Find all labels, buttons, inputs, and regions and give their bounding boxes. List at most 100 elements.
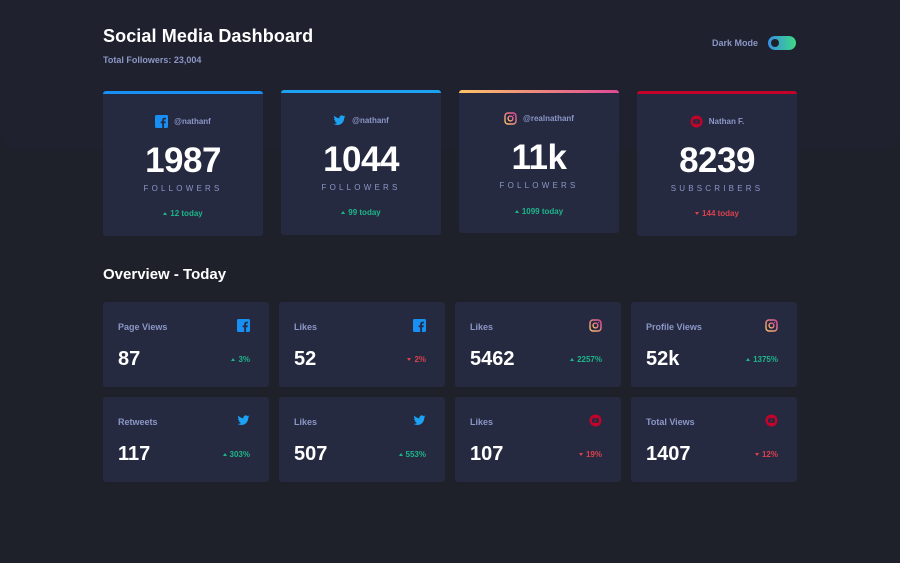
instagram-icon (504, 112, 517, 125)
overview-label: Total Views (646, 417, 695, 427)
overview-label: Likes (294, 417, 318, 427)
handle: @nathanf (352, 116, 389, 125)
overview-value: 107 (470, 443, 504, 465)
overview-label: Likes (470, 417, 494, 427)
today-change: 12 today (103, 209, 263, 218)
header: Social Media Dashboard Total Followers: … (103, 26, 797, 66)
overview-change-text: 553% (405, 450, 426, 459)
overview-card[interactable]: Likes 5462 2257% (455, 302, 621, 387)
handle: @nathanf (174, 117, 211, 126)
overview-value: 117 (118, 443, 151, 465)
follower-card-twitter[interactable]: @nathanf 1044 FOLLOWERS 99 today (281, 90, 441, 235)
overview-card[interactable]: Page Views 87 3% (103, 302, 269, 387)
overview-value: 52k (646, 348, 680, 370)
today-change: 144 today (637, 209, 797, 218)
overview-card[interactable]: Total Views 1407 12% (631, 397, 797, 482)
down-arrow-icon (754, 453, 759, 456)
today-change-text: 1099 today (521, 207, 564, 216)
overview-value: 52 (294, 348, 317, 370)
overview-value: 5462 (470, 348, 515, 370)
total-followers: Total Followers: 23,004 (103, 55, 202, 65)
up-arrow-icon (514, 210, 519, 213)
up-arrow-icon (341, 211, 346, 214)
overview-title: Overview - Today (103, 266, 227, 283)
overview-change: 2257% (570, 355, 602, 364)
overview-card[interactable]: Retweets 117 303% (103, 397, 269, 482)
youtube-icon (690, 115, 703, 128)
overview-change-text: 2% (414, 355, 426, 364)
overview-card[interactable]: Likes 52 2% (279, 302, 445, 387)
overview-change: 303% (222, 450, 250, 459)
handle-row: @realnathanf (459, 112, 619, 125)
toggle-knob (771, 39, 779, 47)
instagram-icon (765, 319, 778, 332)
today-change-text: 12 today (170, 209, 203, 218)
accent-bar (459, 90, 619, 93)
overview-label: Page Views (118, 322, 168, 332)
overview-change-text: 303% (229, 450, 250, 459)
handle-row: @nathanf (281, 114, 441, 127)
handle: Nathan F. (708, 117, 745, 126)
overview-label: Retweets (118, 417, 158, 427)
overview-card[interactable]: Likes 107 19% (455, 397, 621, 482)
up-arrow-icon (222, 453, 227, 456)
dark-mode-toggle[interactable] (768, 36, 796, 50)
follower-count: 8239 (679, 141, 755, 180)
overview-change-text: 12% (761, 450, 778, 459)
follower-card-facebook[interactable]: @nathanf 1987 FOLLOWERS 12 today (103, 91, 263, 236)
instagram-icon (589, 319, 602, 332)
accent-bar (637, 91, 797, 94)
today-change-text: 99 today (348, 208, 381, 217)
handle-row: @nathanf (103, 115, 263, 128)
follower-label: FOLLOWERS (143, 184, 223, 193)
down-arrow-icon (695, 212, 700, 215)
youtube-icon (589, 414, 602, 427)
dark-mode-label: Dark Mode (711, 38, 758, 48)
dashboard: Social Media Dashboard Total Followers: … (103, 0, 797, 563)
up-arrow-icon (570, 358, 575, 361)
follower-card-instagram[interactable]: @realnathanf 11k FOLLOWERS 1099 today (459, 90, 619, 233)
twitter-icon (333, 114, 346, 127)
overview-value: 507 (294, 443, 328, 465)
overview-change-text: 1375% (753, 355, 778, 364)
down-arrow-icon (407, 358, 412, 361)
up-arrow-icon (746, 358, 751, 361)
youtube-icon (765, 414, 778, 427)
dark-mode-control: Dark Mode (712, 36, 796, 50)
handle: @realnathanf (523, 114, 574, 123)
overview-label: Likes (294, 322, 318, 332)
follower-label: SUBSCRIBERS (670, 184, 764, 193)
today-change-text: 144 today (702, 209, 739, 218)
overview-card[interactable]: Likes 507 553% (279, 397, 445, 482)
accent-bar (103, 91, 263, 94)
follower-card-youtube[interactable]: Nathan F. 8239 SUBSCRIBERS 144 today (637, 91, 797, 236)
page-title: Social Media Dashboard (103, 26, 314, 46)
overview-change: 19% (578, 450, 602, 459)
down-arrow-icon (578, 453, 583, 456)
twitter-icon (237, 414, 250, 427)
overview-label: Likes (470, 322, 494, 332)
follower-label: FOLLOWERS (321, 183, 401, 192)
overview-label: Profile Views (646, 322, 702, 332)
overview-change: 12% (754, 450, 778, 459)
overview-change-text: 19% (585, 450, 602, 459)
overview-change: 553% (398, 450, 426, 459)
overview-change: 3% (231, 355, 250, 364)
facebook-icon (155, 115, 169, 128)
facebook-icon (237, 319, 250, 332)
overview-change: 1375% (746, 355, 778, 364)
up-arrow-icon (398, 453, 403, 456)
accent-bar (281, 90, 441, 93)
up-arrow-icon (231, 358, 236, 361)
handle-row: Nathan F. (637, 115, 797, 128)
overview-change-text: 3% (238, 355, 250, 364)
today-change: 1099 today (459, 207, 619, 216)
follower-count: 1044 (323, 140, 399, 179)
today-change: 99 today (281, 208, 441, 217)
follower-count: 11k (511, 138, 567, 177)
overview-change: 2% (407, 355, 426, 364)
overview-change-text: 2257% (577, 355, 602, 364)
overview-card[interactable]: Profile Views 52k 1375% (631, 302, 797, 387)
overview-value: 87 (118, 348, 141, 370)
up-arrow-icon (163, 212, 168, 215)
